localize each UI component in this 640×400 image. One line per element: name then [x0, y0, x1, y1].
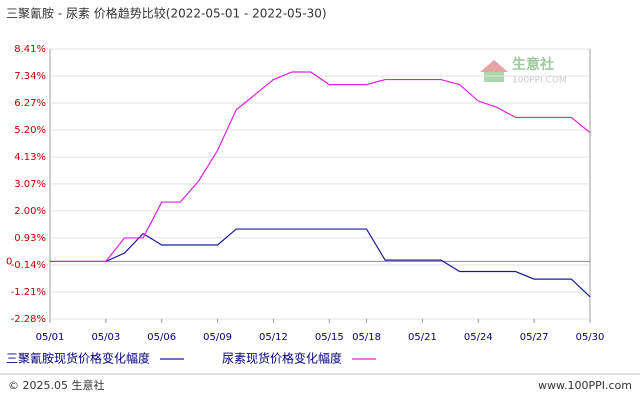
x-tick-label: 05/01 [36, 332, 65, 343]
footer-left: © 2025.05 生意社 [8, 378, 104, 392]
y-tick-label: 2.00% [14, 206, 46, 217]
chart-title: 三聚氰胺 - 尿素 价格趋势比较(2022-05-01 - 2022-05-30… [6, 6, 327, 21]
watermark-logo [484, 72, 504, 82]
legend-label: 尿素现货价格变化幅度 [222, 351, 342, 366]
y-tick-label: 6.27% [14, 98, 46, 109]
y-tick-label: 3.07% [14, 179, 46, 190]
watermark-logo [480, 60, 508, 72]
watermark: 生意社 100PPI.COM [480, 56, 567, 86]
watermark-sub: 100PPI.COM [512, 76, 567, 86]
x-tick-label: 05/27 [520, 332, 549, 343]
x-tick-label: 05/09 [203, 332, 232, 343]
y-tick-label: 8.41% [14, 44, 46, 55]
x-tick-label: 05/21 [408, 332, 437, 343]
x-tick-label: 05/03 [91, 332, 120, 343]
x-tick-label: 05/18 [352, 332, 381, 343]
y-tick-label: 0 [6, 256, 12, 267]
x-tick-label: 05/30 [576, 332, 605, 343]
x-tick-label: 05/06 [147, 332, 176, 343]
y-tick-label: 4.13% [14, 152, 46, 163]
x-tick-label: 05/12 [259, 332, 288, 343]
legend-label: 三聚氰胺现货价格变化幅度 [6, 351, 150, 366]
y-tick-label: 5.20% [14, 125, 46, 136]
series-line [50, 228, 591, 298]
series-line [50, 71, 591, 263]
watermark-text: 生意社 [512, 56, 554, 73]
footer-right: www.100PPI.com [538, 379, 632, 392]
y-tick-label: -0.14% [11, 260, 46, 271]
x-tick-label: 05/15 [315, 332, 344, 343]
y-tick-label: 0.93% [14, 233, 46, 244]
y-tick-label: -1.21% [11, 287, 46, 298]
x-tick-label: 05/24 [464, 332, 493, 343]
y-tick-label: 7.34% [14, 71, 46, 82]
y-tick-label: -2.28% [11, 314, 46, 325]
